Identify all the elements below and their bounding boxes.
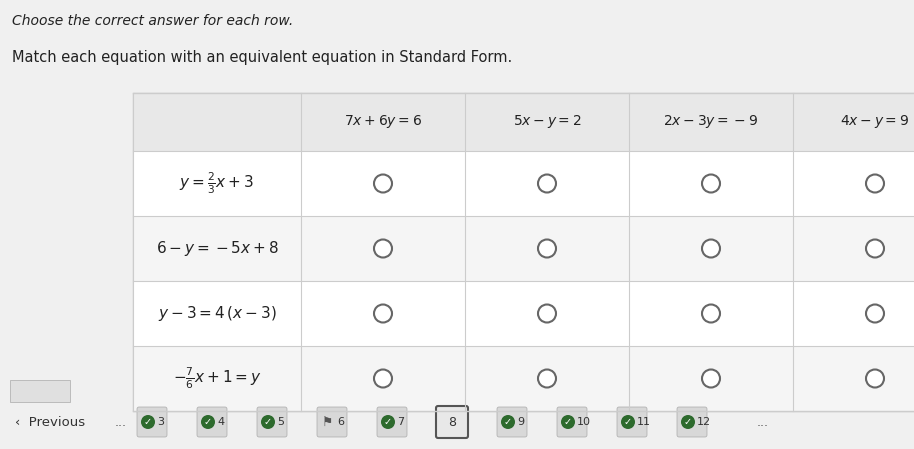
Text: ✓: ✓ — [564, 418, 572, 427]
Text: ✓: ✓ — [384, 418, 392, 427]
Text: Match each equation with an equivalent equation in Standard Form.: Match each equation with an equivalent e… — [12, 50, 512, 65]
Text: $4x - y = 9$: $4x - y = 9$ — [840, 114, 909, 131]
Text: $y = \frac{2}{3}x + 3$: $y = \frac{2}{3}x + 3$ — [179, 171, 254, 196]
Text: 5: 5 — [277, 417, 284, 427]
Circle shape — [561, 415, 575, 429]
FancyBboxPatch shape — [497, 407, 527, 437]
Circle shape — [538, 175, 556, 193]
Text: 9: 9 — [517, 417, 524, 427]
FancyBboxPatch shape — [197, 407, 227, 437]
Circle shape — [866, 370, 884, 387]
Circle shape — [866, 304, 884, 322]
Text: ✓: ✓ — [624, 418, 632, 427]
Text: ‹  Previous: ‹ Previous — [15, 415, 85, 428]
Circle shape — [374, 175, 392, 193]
Text: 6: 6 — [337, 417, 344, 427]
Circle shape — [374, 304, 392, 322]
FancyBboxPatch shape — [133, 93, 914, 411]
FancyBboxPatch shape — [257, 407, 287, 437]
Circle shape — [141, 415, 155, 429]
Circle shape — [501, 415, 515, 429]
FancyBboxPatch shape — [677, 407, 707, 437]
Text: $2x - 3y = -9$: $2x - 3y = -9$ — [664, 114, 759, 131]
Text: $-\frac{7}{6}x + 1 = y$: $-\frac{7}{6}x + 1 = y$ — [173, 366, 261, 391]
Text: ...: ... — [115, 415, 127, 428]
Text: ✓: ✓ — [684, 418, 692, 427]
Circle shape — [201, 415, 215, 429]
FancyBboxPatch shape — [137, 407, 167, 437]
Circle shape — [681, 415, 695, 429]
Circle shape — [702, 370, 720, 387]
Text: 3: 3 — [157, 417, 164, 427]
Text: ✓: ✓ — [264, 418, 272, 427]
Text: 10: 10 — [577, 417, 591, 427]
Circle shape — [261, 415, 275, 429]
Text: 12: 12 — [697, 417, 711, 427]
Text: 7: 7 — [397, 417, 404, 427]
Text: Choose the correct answer for each row.: Choose the correct answer for each row. — [12, 14, 293, 28]
FancyBboxPatch shape — [10, 380, 70, 402]
FancyBboxPatch shape — [436, 406, 468, 438]
Circle shape — [702, 175, 720, 193]
FancyBboxPatch shape — [133, 346, 914, 411]
FancyBboxPatch shape — [133, 216, 914, 281]
Text: ...: ... — [757, 415, 769, 428]
FancyBboxPatch shape — [377, 407, 407, 437]
FancyBboxPatch shape — [317, 407, 347, 437]
FancyBboxPatch shape — [557, 407, 587, 437]
Text: ✓: ✓ — [143, 418, 152, 427]
Text: 11: 11 — [637, 417, 651, 427]
Circle shape — [374, 370, 392, 387]
Circle shape — [702, 239, 720, 257]
Circle shape — [702, 304, 720, 322]
Text: 8: 8 — [448, 415, 456, 428]
Text: ⚑: ⚑ — [323, 415, 334, 428]
Text: $5x - y = 2$: $5x - y = 2$ — [513, 114, 581, 131]
Circle shape — [381, 415, 395, 429]
Circle shape — [621, 415, 635, 429]
Circle shape — [374, 239, 392, 257]
Text: 4: 4 — [217, 417, 224, 427]
Text: $7x + 6y = 6$: $7x + 6y = 6$ — [344, 114, 422, 131]
Text: $y - 3 = 4\,(x - 3)$: $y - 3 = 4\,(x - 3)$ — [157, 304, 276, 323]
Circle shape — [538, 370, 556, 387]
Circle shape — [538, 304, 556, 322]
Circle shape — [866, 175, 884, 193]
FancyBboxPatch shape — [133, 151, 914, 216]
Circle shape — [538, 239, 556, 257]
FancyBboxPatch shape — [617, 407, 647, 437]
Text: $6 - y = -5x + 8$: $6 - y = -5x + 8$ — [155, 239, 279, 258]
FancyBboxPatch shape — [133, 93, 914, 151]
Circle shape — [866, 239, 884, 257]
Text: ✓: ✓ — [204, 418, 212, 427]
FancyBboxPatch shape — [133, 281, 914, 346]
Text: ✓: ✓ — [504, 418, 512, 427]
